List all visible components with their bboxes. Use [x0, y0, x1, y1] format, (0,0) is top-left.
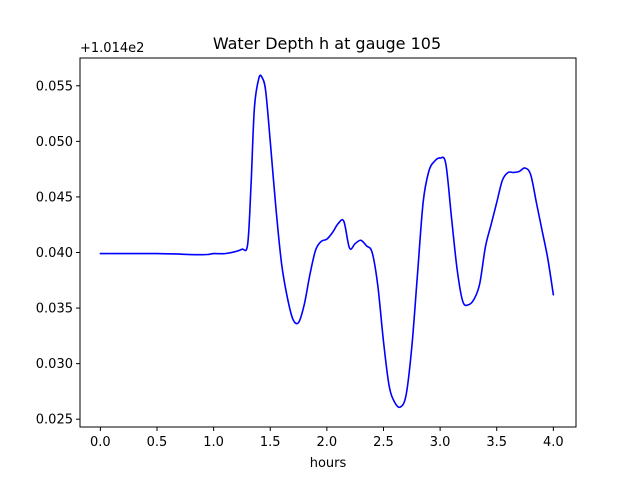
x-tick-label: 2.0: [317, 435, 338, 450]
x-tick-label: 1.0: [203, 435, 224, 450]
y-tick-label: 0.050: [36, 135, 73, 150]
x-tick-label: 0.0: [90, 435, 111, 450]
y-axis-ticks: 0.025 0.030 0.035 0.040 0.045 0.050 0.055: [36, 79, 80, 428]
y-tick-label: 0.055: [36, 79, 73, 94]
x-tick-label: 3.5: [486, 435, 507, 450]
y-tick-label: 0.040: [36, 246, 73, 261]
x-tick-label: 4.0: [543, 435, 564, 450]
plot-frame: [79, 57, 577, 428]
x-tick-label: 1.5: [260, 435, 281, 450]
x-tick-label: 0.5: [147, 435, 168, 450]
chart-title: Water Depth h at gauge 105: [213, 34, 441, 53]
x-tick-label: 2.5: [373, 435, 394, 450]
series-layer: [99, 74, 555, 409]
y-tick-label: 0.045: [36, 190, 73, 205]
x-axis-ticks: 0.0 0.5 1.0 1.5 2.0 2.5 3.0 3.5 4.0: [90, 427, 564, 450]
y-tick-label: 0.035: [36, 302, 73, 317]
x-axis-label: hours: [310, 456, 347, 471]
y-tick-label: 0.030: [36, 357, 73, 372]
series-line-0: [99, 74, 555, 409]
y-tick-label: 0.025: [36, 413, 73, 428]
x-tick-label: 3.0: [430, 435, 451, 450]
y-offset-label: +1.014e2: [80, 41, 144, 56]
